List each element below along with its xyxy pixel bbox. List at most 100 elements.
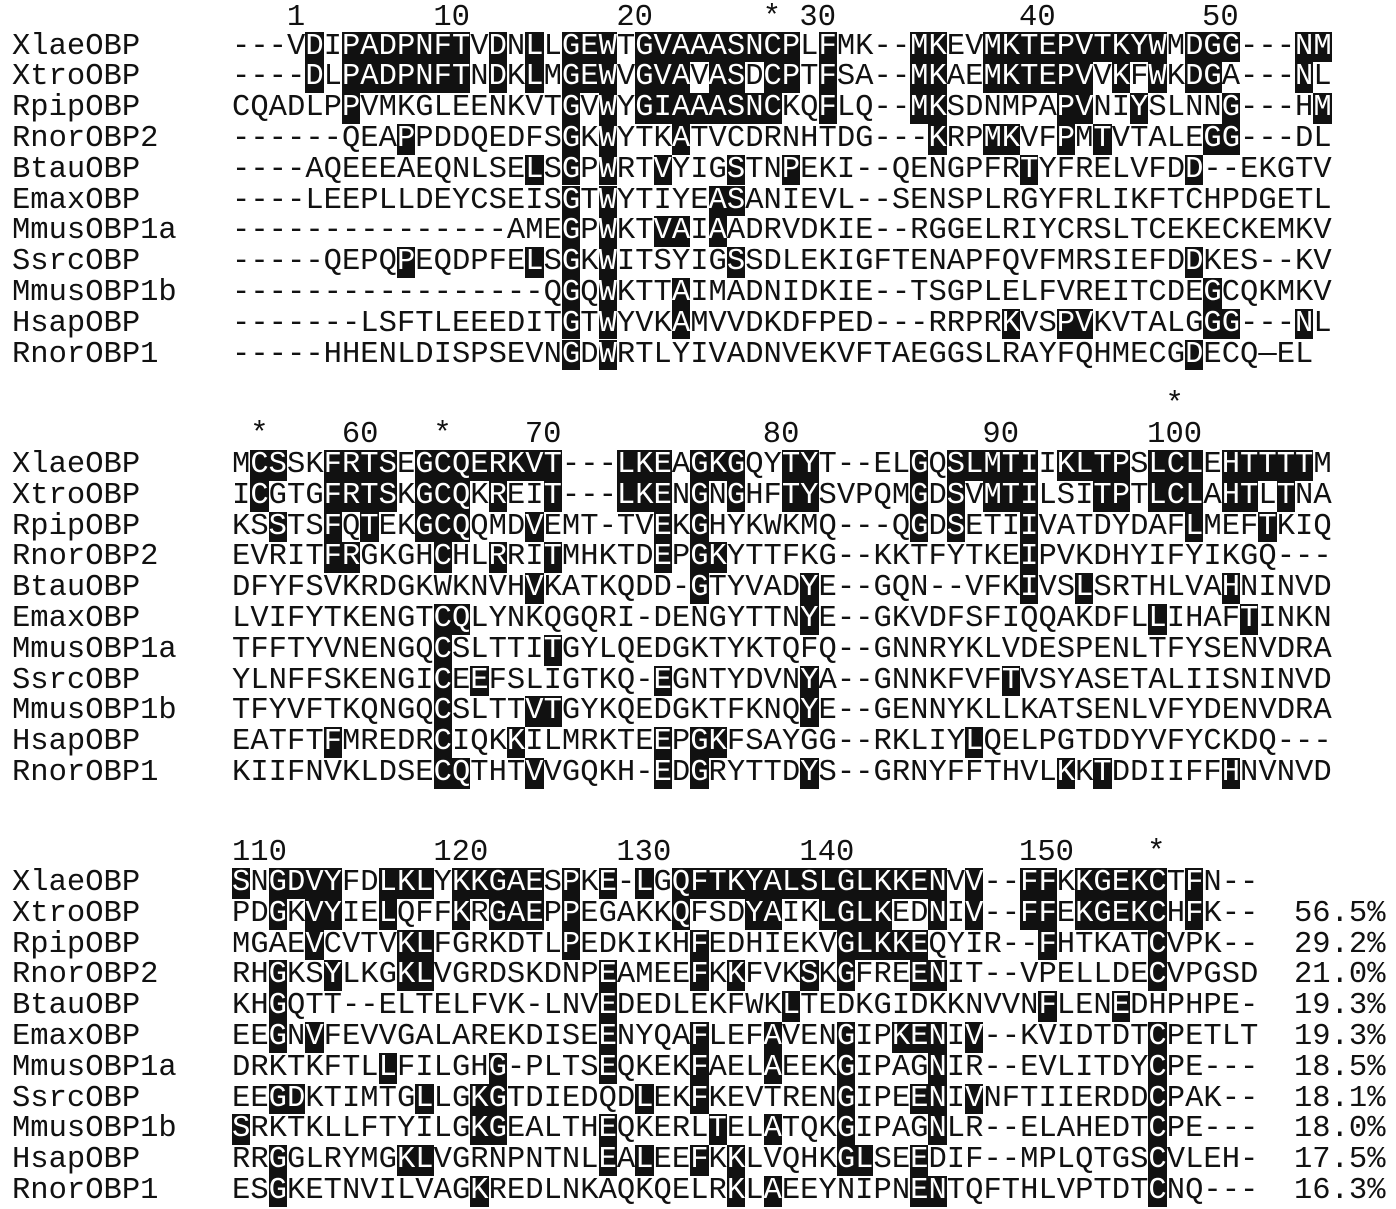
residue: D — [415, 337, 434, 372]
residue: Q — [323, 245, 342, 280]
residue: Q — [891, 571, 911, 606]
residue: I — [1001, 602, 1021, 636]
residue: - — [1276, 540, 1296, 575]
residue: I — [836, 275, 856, 310]
residue-conserved: M — [983, 60, 1002, 95]
residue-conserved: P — [781, 29, 801, 64]
residue: - — [525, 275, 544, 310]
residue: T — [580, 509, 599, 544]
residue: C — [1221, 275, 1241, 310]
residue: L — [543, 1050, 562, 1085]
residue: L — [1313, 183, 1332, 218]
residue: A — [763, 725, 782, 760]
residue-conserved: A — [763, 896, 782, 931]
residue: L — [543, 1174, 562, 1208]
residue: K — [341, 571, 361, 606]
sequence: TFFTYVNENGQCSLTTITGYLQEDGKTYKTQFQ--GNNRY… — [232, 632, 1332, 667]
residue-conserved: L — [635, 866, 654, 900]
residue: A — [726, 337, 746, 372]
residue: N — [1295, 478, 1314, 513]
residue-conserved: Q — [671, 866, 691, 900]
residue: R — [1111, 571, 1131, 606]
residue-conserved: T — [1020, 152, 1039, 187]
residue: P — [1185, 927, 1204, 962]
residue-conserved: F — [818, 60, 837, 95]
residue: D — [1313, 571, 1332, 606]
residue: P — [506, 1143, 526, 1178]
residue: E — [818, 571, 837, 606]
residue: - — [286, 306, 306, 341]
residue: E — [1258, 214, 1277, 249]
residue: K — [946, 989, 966, 1024]
alignment-row: MmusOBP1b TFYVFTKQNGQCSLTTVTGYKQEDGKTFKNQ… — [0, 694, 1396, 729]
residue: T — [286, 509, 306, 544]
residue: G — [451, 1081, 471, 1116]
residue: D — [1093, 725, 1112, 760]
residue: - — [635, 756, 654, 790]
residue: S — [836, 60, 856, 95]
residue: T — [1295, 152, 1314, 187]
residue: E — [818, 602, 837, 636]
residue: L — [1038, 478, 1057, 513]
residue: R — [470, 1020, 489, 1054]
residue: S — [1093, 663, 1112, 698]
residue-conserved: A — [506, 866, 526, 900]
residue-conserved: E — [910, 1020, 929, 1054]
residue-conserved: T — [1240, 602, 1259, 636]
residue: L — [690, 1112, 709, 1147]
residue-conserved: K — [1075, 896, 1094, 931]
residue-conserved: G — [836, 1050, 856, 1085]
residue-conserved: F — [818, 91, 837, 126]
residue-conserved: S — [946, 448, 966, 482]
residue: R — [928, 632, 947, 667]
residue: T — [305, 989, 324, 1024]
residue: E — [360, 152, 379, 187]
residue-conserved: G — [415, 478, 434, 513]
residue: K — [745, 509, 764, 544]
residue: - — [525, 989, 544, 1024]
residue: P — [580, 152, 599, 187]
residue: - — [891, 275, 911, 310]
residue: F — [305, 663, 324, 698]
residue-conserved: I — [1020, 448, 1039, 482]
residue: F — [1148, 245, 1167, 280]
residue: H — [1295, 91, 1314, 126]
residue: K — [891, 602, 911, 636]
residue: V — [1148, 725, 1167, 760]
residue: T — [800, 60, 819, 95]
residue-conserved: E — [598, 1143, 617, 1178]
residue: D — [506, 306, 526, 341]
residue: N — [983, 91, 1002, 126]
residue-conserved: G — [1203, 306, 1222, 341]
residue: V — [946, 866, 966, 900]
residue: Q — [396, 896, 416, 931]
residue: Y — [946, 694, 966, 729]
residue: D — [1276, 632, 1296, 667]
residue: M — [891, 478, 911, 513]
residue: F — [855, 337, 874, 372]
residue: N — [1240, 571, 1259, 606]
residue-conserved: L — [415, 1081, 434, 1116]
residue-conserved: N — [928, 1174, 947, 1208]
alignment-row: MmusOBP1b SRKTKLLFTYILGKGEALTHEQKERLTELAT… — [0, 1112, 1396, 1147]
residue-conserved: W — [598, 121, 617, 156]
residue: Q — [616, 571, 636, 606]
residue: V — [580, 989, 599, 1024]
residue-conserved: V — [1075, 60, 1094, 95]
residue-conserved: W — [598, 306, 617, 341]
sequence-name: XlaeOBP — [12, 866, 141, 900]
residue: S — [543, 183, 562, 218]
residue: N — [470, 571, 489, 606]
residue: M — [1276, 214, 1296, 249]
residue: - — [891, 214, 911, 249]
residue: L — [800, 29, 819, 64]
residue: - — [286, 245, 306, 280]
residue: T — [635, 214, 654, 249]
residue: F — [286, 602, 306, 636]
residue: L — [250, 663, 269, 698]
residue: P — [965, 306, 984, 341]
residue: - — [286, 337, 306, 372]
residue: - — [891, 60, 911, 95]
residue: I — [341, 1081, 361, 1116]
residue: K — [745, 694, 764, 729]
